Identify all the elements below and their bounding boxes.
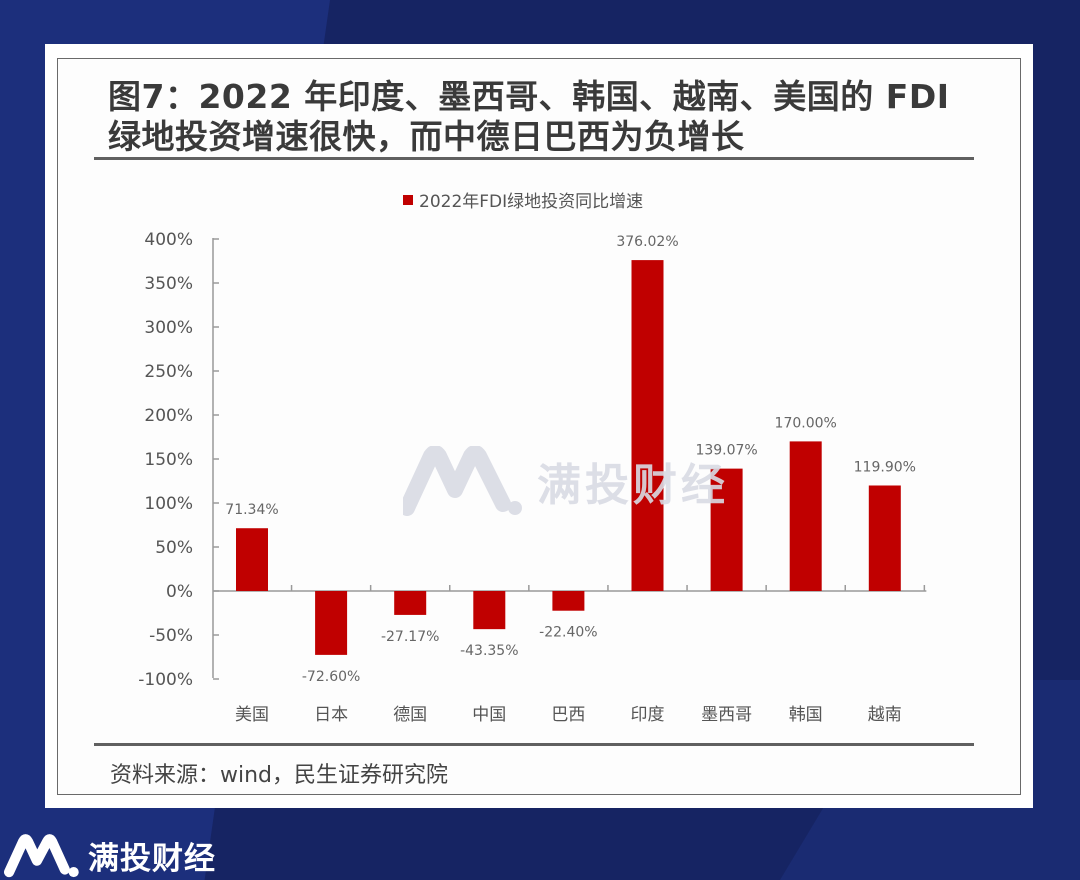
y-tick-label: 250% <box>144 362 193 382</box>
data-label: 376.02% <box>616 234 678 250</box>
bar-chart: 400% 350% 300% 250% 200% 150% 100% 50% 0% -50% -10… <box>138 230 927 725</box>
x-category-label: 越南 <box>868 705 902 725</box>
bar <box>236 528 268 591</box>
x-category-label: 中国 <box>472 705 506 725</box>
legend-label: 2022年FDI绿地投资同比增速 <box>419 192 644 212</box>
data-label: -72.60% <box>302 669 360 685</box>
source-note: 资料来源：wind，民生证券研究院 <box>110 763 449 788</box>
x-category-label: 巴西 <box>551 705 585 725</box>
title-divider <box>94 157 974 160</box>
legend-swatch-icon <box>403 194 413 205</box>
x-category-label: 印度 <box>631 705 665 725</box>
footer-logo-icon <box>4 834 79 878</box>
footer-brand-text: 满投财经 <box>88 840 216 877</box>
bar <box>552 591 585 611</box>
data-label: 170.00% <box>775 415 837 431</box>
bar <box>315 591 348 655</box>
y-tick-label: 400% <box>144 230 193 250</box>
y-tick-label: -100% <box>138 670 193 690</box>
bar <box>868 485 901 591</box>
data-label: -22.40% <box>539 625 597 641</box>
y-tick-label: 150% <box>144 450 193 470</box>
y-tick-label: 100% <box>144 494 193 514</box>
bar <box>473 591 506 630</box>
y-tick-label: 200% <box>144 406 193 426</box>
figure-title: 图7：2022 年印度、墨西哥、韩国、越南、美国的 FDI 绿地投资增速很快，而… <box>108 77 988 157</box>
y-tick-label: 300% <box>144 318 193 338</box>
source-divider <box>94 743 974 746</box>
bar <box>789 441 822 591</box>
x-category-label: 韩国 <box>789 705 823 725</box>
x-category-label: 日本 <box>314 705 348 725</box>
x-category-label: 墨西哥 <box>701 705 752 725</box>
y-tick-label: 350% <box>144 274 193 294</box>
data-label: 119.90% <box>854 459 916 475</box>
y-tick-label: -50% <box>149 626 193 646</box>
bar <box>394 591 427 615</box>
watermark-text: 满投财经 <box>537 460 729 511</box>
title-line-2: 绿地投资增速很快，而中德日巴西为负增长 <box>108 117 745 156</box>
data-label: 71.34% <box>225 502 278 518</box>
chart-legend: 2022年FDI绿地投资同比增速 <box>403 187 643 212</box>
footer-brand: 满投财经 <box>4 832 216 878</box>
y-tick-label: 50% <box>155 538 193 558</box>
data-label: -43.35% <box>460 643 518 659</box>
bar <box>631 260 664 591</box>
watermark: 满投财经 <box>403 446 729 516</box>
bar <box>710 468 743 591</box>
data-label: 139.07% <box>695 443 757 459</box>
x-category-label: 美国 <box>235 705 269 725</box>
figure-card: 图7：2022 年印度、墨西哥、韩国、越南、美国的 FDI 绿地投资增速很快，而… <box>45 44 1033 808</box>
brand-logo-icon <box>403 446 522 516</box>
title-line-1: 图7：2022 年印度、墨西哥、韩国、越南、美国的 FDI <box>108 77 950 116</box>
data-label: -27.17% <box>381 629 439 645</box>
figure-frame: 图7：2022 年印度、墨西哥、韩国、越南、美国的 FDI 绿地投资增速很快，而… <box>57 58 1021 795</box>
y-tick-label: 0% <box>166 582 193 602</box>
x-category-label: 德国 <box>393 705 427 725</box>
